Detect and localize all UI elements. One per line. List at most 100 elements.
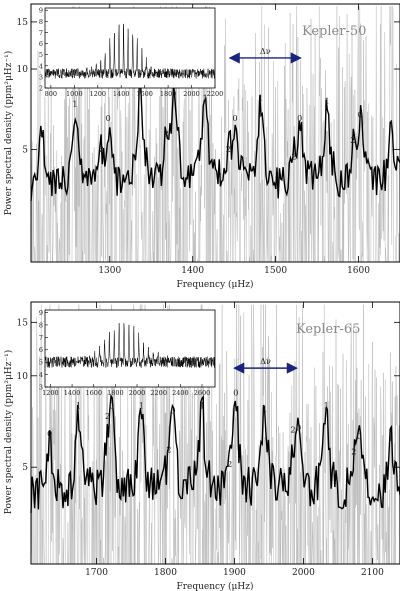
inset-y-tick-label: 9 xyxy=(39,309,43,317)
mode-degree-label: 2 xyxy=(166,445,171,454)
y-axis-label: Power spectral density (ppm²μHz⁻¹) xyxy=(3,350,14,515)
mode-degree-label: 0 xyxy=(233,389,238,398)
y-tick-label: 15 xyxy=(17,18,29,28)
inset-trace xyxy=(44,323,216,368)
inset-x-tick-label: 1200 xyxy=(42,389,59,397)
inset-psd-line xyxy=(44,323,216,368)
inset-frame xyxy=(44,309,216,388)
mode-degree-label: 2 xyxy=(105,412,110,421)
inset-x-tick-label: 1600 xyxy=(136,90,153,98)
x-tick-label: 1400 xyxy=(181,266,204,276)
inset-y-tick-label: 5 xyxy=(39,359,43,367)
psd-smoothed-line xyxy=(30,393,400,514)
inset-y-tick-label: 3 xyxy=(39,384,43,392)
mode-degree-label: 0 xyxy=(357,432,362,441)
mode-degree-label: 2 xyxy=(351,448,356,457)
mode-degree-label: 1 xyxy=(76,402,81,411)
psd-raw-trace xyxy=(30,6,400,263)
inset-x-tick-label: 800 xyxy=(45,90,57,98)
inset-y-tick-label: 6 xyxy=(39,40,43,48)
x-tick-label: 1800 xyxy=(154,568,177,578)
inset-y-tick-label: 6 xyxy=(39,346,43,354)
inset-psd-line xyxy=(44,23,216,80)
inset-y-tick-label: 8 xyxy=(39,321,43,329)
inset-y-tick-label: 4 xyxy=(39,371,43,379)
inset-y-tick-label: 7 xyxy=(39,29,43,37)
mode-degree-label: 2 xyxy=(350,136,355,145)
x-ticks: 1700 1800 1900 2000 2100 xyxy=(85,302,384,578)
mode-degree-label: 2 xyxy=(227,460,232,469)
y-tick-label: 10 xyxy=(17,65,29,75)
x-tick-label: 1300 xyxy=(98,266,121,276)
mode-degree-label: 1 xyxy=(138,87,143,96)
plot-frame xyxy=(30,301,400,565)
x-tick-label: 1500 xyxy=(264,266,287,276)
inset-x-tick-label: 1600 xyxy=(85,389,102,397)
x-tick-label: 2000 xyxy=(292,568,315,578)
inset-x-tick-label: 2200 xyxy=(207,90,224,98)
mode-degree-label: 1 xyxy=(200,402,205,411)
inset: 1200 1400 1600 1800 2000 2200 2400 2600 3 4 5 6 7 8 9 xyxy=(39,309,216,397)
inset-x-tick-label: 2200 xyxy=(150,389,167,397)
inset-background xyxy=(45,310,215,387)
panel-kepler-65: Kepler-65 Power spectral density (ppm²μH… xyxy=(3,301,400,591)
inset-x-tick-label: 1400 xyxy=(64,389,81,397)
inset-y-tick-label: 4 xyxy=(39,62,43,70)
mode-degree-label: 0 xyxy=(297,114,302,123)
inset-y-tick-label: 2 xyxy=(39,85,43,93)
mode-degree-label: 0 xyxy=(296,424,301,433)
mode-degree-label: 0 xyxy=(109,402,114,411)
star-title: Kepler-50 xyxy=(302,24,366,39)
inset-x-tick-label: 2000 xyxy=(183,90,200,98)
psd-smooth-trace xyxy=(30,6,400,263)
mode-degree-label: 0 xyxy=(106,114,111,123)
x-tick-label: 1700 xyxy=(85,568,108,578)
x-tick-label: 2100 xyxy=(361,568,384,578)
mode-degree-label: 2 xyxy=(291,426,296,435)
mode-degree-label: 1 xyxy=(262,405,267,414)
inset-y-tick-label: 3 xyxy=(39,73,43,81)
psd-smoothed-line xyxy=(30,79,400,202)
mode-degree-label: 1 xyxy=(324,402,329,411)
inset-x-ticks: 800 1000 1200 1400 1600 1800 2000 2200 xyxy=(45,85,224,98)
inset-frame xyxy=(44,7,216,89)
inset-trace xyxy=(44,23,216,80)
mode-degree-label: 1 xyxy=(324,97,329,106)
mode-degree-label: 2 xyxy=(226,145,231,154)
plot-frame xyxy=(30,3,400,263)
inset-x-tick-label: 2600 xyxy=(194,389,211,397)
inset-y-tick-label: 9 xyxy=(39,7,43,15)
inset-x-tick-label: 2400 xyxy=(172,389,189,397)
inset-x-tick-label: 1200 xyxy=(89,90,106,98)
x-tick-label: 1900 xyxy=(223,568,246,578)
mode-degree-label: 1 xyxy=(389,119,394,128)
delta-nu-label: Δν xyxy=(260,357,271,366)
y-tick-label: 5 xyxy=(22,146,28,156)
inset-x-tick-label: 2000 xyxy=(129,389,146,397)
inset-y-tick-label: 7 xyxy=(39,334,43,342)
mode-degree-label: 1 xyxy=(203,94,208,103)
mode-degree-label: 0 xyxy=(39,129,44,138)
inset-x-tick-label: 1400 xyxy=(113,90,130,98)
inset-x-tick-label: 1800 xyxy=(107,389,124,397)
mode-degree-label: 1 xyxy=(388,434,393,443)
mode-degree-label: 1 xyxy=(258,94,263,103)
delta-nu-marker: Δν xyxy=(233,357,298,374)
inset-x-tick-label: 1000 xyxy=(66,90,83,98)
y-axis-label: Power spectral density (ppm²μHz⁻¹) xyxy=(3,51,14,216)
mode-degree-label: 0 xyxy=(47,430,52,439)
mode-degree-label: 2 xyxy=(291,152,296,161)
inset-x-tick-label: 1800 xyxy=(160,90,177,98)
inset-y-ticks: 2 3 4 5 6 7 8 9 xyxy=(39,7,48,93)
mode-degree-label: 2 xyxy=(99,145,104,154)
mode-degree-label: 0 xyxy=(232,114,237,123)
inset: 800 1000 1200 1400 1600 1800 2000 2200 2 3 4 5 6 7 8 9 xyxy=(39,7,223,98)
inset-y-tick-label: 5 xyxy=(39,51,43,59)
delta-nu-marker: Δν xyxy=(228,47,302,64)
inset-x-ticks: 1200 1400 1600 1800 2000 2200 2400 2600 xyxy=(42,384,210,397)
mode-degree-label: 0 xyxy=(358,110,363,119)
